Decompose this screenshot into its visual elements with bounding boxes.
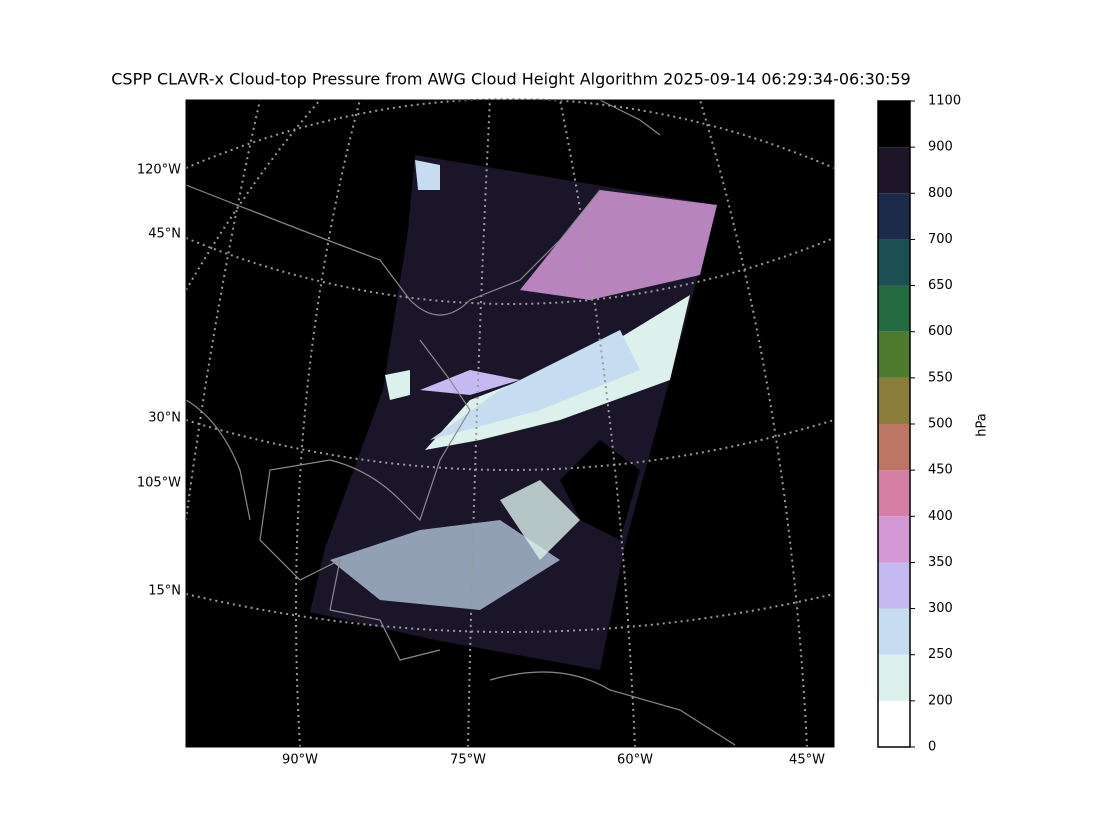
colorbar-tick-label: 200	[928, 693, 953, 708]
lon-label: 60°W	[617, 753, 653, 768]
colorbar-tick-label: 900	[928, 140, 953, 155]
lon-label: 45°W	[789, 753, 825, 768]
colorbar-tick-label: 700	[928, 232, 953, 247]
colorbar-segment	[878, 147, 910, 194]
colorbar-segment	[878, 377, 910, 424]
lon-label: 120°W	[137, 163, 181, 178]
colorbar-tick-label: 400	[928, 509, 953, 524]
colorbar-tick-label: 500	[928, 417, 953, 432]
colorbar-tick-label: 0	[928, 740, 936, 755]
lat-label: 45°N	[148, 227, 181, 242]
colorbar-tick-label: 350	[928, 555, 953, 570]
lon-label: 75°W	[450, 753, 486, 768]
lat-label: 15°N	[148, 584, 181, 599]
lon-label: 90°W	[282, 753, 318, 768]
swath	[310, 155, 717, 670]
colorbar-tick-label: 450	[928, 463, 953, 478]
colorbar-segment	[878, 470, 910, 517]
map-frame	[185, 99, 835, 748]
lon-label: 105°W	[137, 476, 181, 491]
colorbar-tick-label: 300	[928, 601, 953, 616]
coastlines	[185, 99, 736, 746]
colorbar-tick-label: 650	[928, 278, 953, 293]
colorbar-segment	[878, 331, 910, 378]
colorbar-tick-label: 600	[928, 324, 953, 339]
colorbar-tick-label: 800	[928, 186, 953, 201]
colorbar-segment	[878, 700, 910, 747]
colorbar-segment	[878, 562, 910, 609]
colorbar-segment	[878, 424, 910, 471]
graticule	[185, 98, 835, 748]
colorbar-segment	[878, 101, 910, 148]
colorbar-segment	[878, 285, 910, 332]
colorbar-tick-label: 550	[928, 370, 953, 385]
colorbar-label: hPa	[975, 413, 990, 436]
colorbar-segment	[878, 516, 910, 563]
colorbar-segment	[878, 654, 910, 701]
title: CSPP CLAVR-x Cloud-top Pressure from AWG…	[111, 70, 910, 89]
lat-label: 30°N	[148, 411, 181, 426]
colorbar-tick-label: 250	[928, 647, 953, 662]
colorbar-segment	[878, 193, 910, 240]
colorbar-segment	[878, 608, 910, 655]
colorbar-tick-label: 1100	[928, 94, 961, 109]
colorbar-segment	[878, 239, 910, 286]
